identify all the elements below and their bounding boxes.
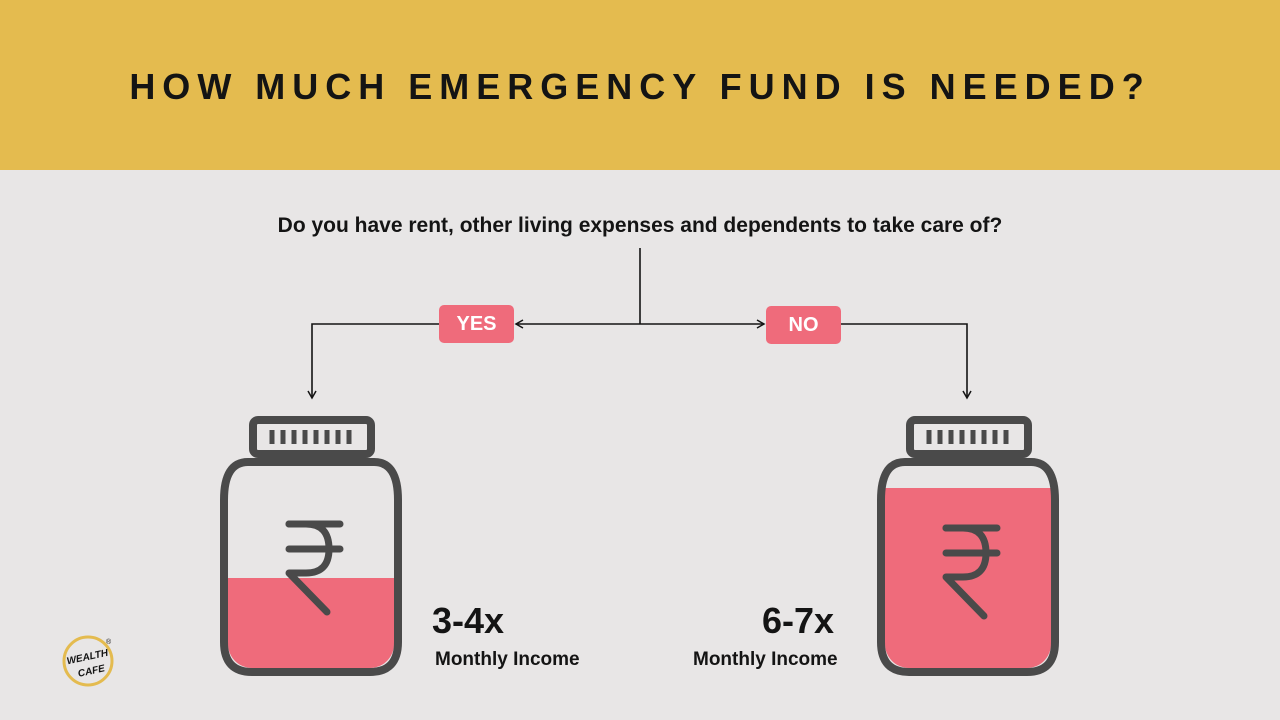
jar-left-lid bbox=[249, 416, 375, 458]
jar-right-lid bbox=[906, 416, 1032, 458]
yes-multiplier: 3-4x bbox=[432, 600, 505, 641]
jar-left-lid-ridges bbox=[269, 430, 352, 444]
jar-left-body bbox=[220, 458, 402, 676]
jar-right-lid-ridges bbox=[926, 430, 1009, 444]
yes-option[interactable]: YES bbox=[439, 305, 514, 343]
jar-right bbox=[877, 416, 1059, 676]
yes-caption: Monthly Income bbox=[435, 649, 580, 670]
no-branch-connector bbox=[841, 323, 972, 400]
question-text: Do you have rent, other living expenses … bbox=[277, 214, 1003, 237]
no-multiplier: 6-7x bbox=[762, 600, 835, 641]
wealth-cafe-logo: WEALTH CAFE ® bbox=[62, 635, 114, 687]
rupee-icon bbox=[942, 524, 1001, 620]
no-option[interactable]: NO bbox=[766, 306, 841, 344]
title-banner bbox=[0, 0, 1280, 170]
yes-branch-connector bbox=[307, 323, 439, 400]
rupee-icon bbox=[285, 520, 344, 616]
page-title: HOW MUCH EMERGENCY FUND IS NEEDED? bbox=[129, 66, 1151, 107]
jar-right-body bbox=[877, 458, 1059, 676]
no-caption: Monthly Income bbox=[693, 649, 838, 670]
logo-line2: CAFE bbox=[77, 663, 106, 679]
jar-left bbox=[220, 416, 402, 676]
logo-registered-mark: ® bbox=[106, 638, 112, 646]
